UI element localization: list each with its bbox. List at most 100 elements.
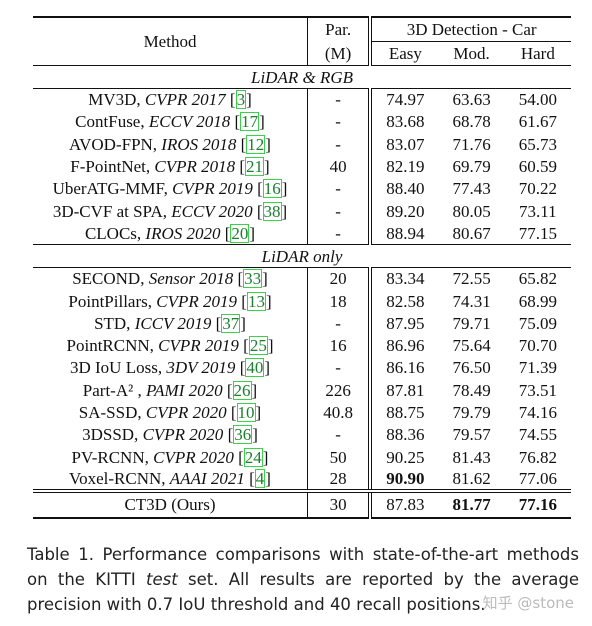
mod-cell: 81.62 — [438, 468, 505, 493]
method-cell: SECOND, Sensor 2018 [33] — [72, 269, 268, 289]
params-cell: 18 — [307, 289, 371, 313]
venue-name: ICCV 2019 — [134, 313, 212, 333]
mod-cell: 80.67 — [438, 222, 505, 246]
method-cell: Voxel-RCNN, AAAI 2021 [4] — [33, 468, 308, 493]
venue-name: IROS 2020 — [145, 223, 221, 243]
hard-header: Hard — [504, 41, 571, 66]
method-cell: F-PointNet, CVPR 2018 [21] — [70, 157, 270, 177]
method-name: STD, — [94, 313, 135, 333]
ours-mod-value-bold: 81.77 — [452, 495, 491, 515]
method-cell: SA-SSD, CVPR 2020 [10] — [78, 403, 262, 422]
table-row: ContFuse, ECCV 2018 [17] -83.68 68.78 61.67 — [33, 110, 571, 134]
easy-cell: 88.40 — [368, 177, 439, 200]
citation-ref: 4 — [254, 468, 266, 488]
citation-ref: 16 — [262, 179, 282, 199]
method-cell: ContFuse, ECCV 2018 [17] — [75, 112, 265, 132]
method-name: SA-SSD, — [78, 403, 146, 422]
easy-cell: 83.34 — [368, 267, 439, 290]
table-row: 3D-CVF at SPA, ECCV 2020 [38] -89.20 80.05… — [33, 199, 571, 223]
venue-name: CVPR 2020 — [153, 447, 234, 467]
mod-cell: 80.05 — [452, 201, 491, 221]
citation-ref: 38 — [262, 201, 282, 221]
method-name: Part-A² , — [82, 380, 146, 400]
citation-ref: 36 — [233, 425, 253, 445]
table-row: MV3D, CVPR 2017 [3] -74.97 63.63 54.00 — [33, 88, 571, 111]
easy-cell: 74.97 — [368, 88, 439, 111]
params-cell: 40 — [307, 155, 371, 178]
easy-cell: 86.96 — [368, 334, 439, 357]
hard-cell: 75.09 — [518, 313, 557, 333]
method-name: AVOD-FPN, — [69, 134, 162, 154]
method-cell: PointPillars, CVPR 2019 [13] — [68, 291, 272, 311]
table-row: F-PointNet, CVPR 2018 [21] 40 82.19 69.79 60… — [33, 155, 571, 178]
venue-name: IROS 2018 — [161, 134, 237, 154]
hard-cell: 54.00 — [518, 90, 557, 110]
header-row-1: Method Par. 3D Detection - Car — [33, 16, 571, 66]
easy-header: Easy — [368, 41, 439, 66]
easy-cell: 87.81 — [368, 379, 439, 402]
citation-ref: 37 — [221, 313, 241, 333]
ours-mod-cell: 81.77 — [438, 490, 505, 519]
citation-ref: 21 — [245, 157, 265, 177]
citation-ref: 13 — [246, 291, 266, 311]
method-name: MV3D, — [88, 90, 145, 110]
method-name: PV-RCNN, — [71, 447, 154, 467]
method-name: Voxel-RCNN, — [69, 468, 170, 488]
table-row: PointRCNN, CVPR 2019 [25] 16 86.96 75.64 70.… — [33, 334, 571, 357]
ours-hard-value-bold: 77.16 — [518, 495, 557, 515]
method-name: PointRCNN, — [66, 336, 159, 356]
hard-cell: 76.82 — [518, 447, 557, 467]
ours-easy-cell: 87.83 — [368, 490, 439, 519]
watermark: 知乎 @stone — [482, 594, 574, 612]
table-row: SECOND, Sensor 2018 [33] 20 83.34 72.55 65.8… — [33, 267, 571, 290]
easy-cell: 82.19 — [368, 155, 439, 178]
citation-ref: 25 — [248, 336, 268, 356]
easy-value-bold: 90.90 — [386, 468, 425, 488]
mod-cell: 77.43 — [452, 179, 491, 199]
table-row: 3DSSD, CVPR 2020 [36] -88.36 79.57 74.55 — [33, 423, 571, 446]
method-cell: 3D-CVF at SPA, ECCV 2020 [38] — [52, 201, 288, 221]
table-row: SA-SSD, CVPR 2020 [10] 40.8 88.75 79.79 74.1… — [33, 401, 571, 424]
method-name: 3D-CVF at SPA, — [52, 201, 172, 221]
venue-name: CVPR 2019 — [158, 336, 239, 356]
section-row: LiDAR & RGB — [33, 65, 571, 89]
citation-ref: 26 — [232, 380, 252, 400]
venue-name: CVPR 2020 — [145, 403, 227, 422]
mod-cell: 72.55 — [452, 269, 491, 289]
hard-cell: 70.70 — [518, 336, 557, 356]
hard-cell: 77.06 — [504, 468, 571, 493]
results-table-container: Method Par. 3D Detection - Car (M) Easy … — [33, 16, 571, 519]
table-row: 3D IoU Loss, 3DV 2019 [40] -86.16 76.50 71.… — [33, 356, 571, 380]
easy-cell: 90.90 — [368, 468, 439, 493]
table-caption: Table 1. Performance comparisons with st… — [27, 542, 579, 617]
hard-cell: 74.16 — [518, 403, 557, 422]
params-cell: - — [307, 133, 371, 156]
hard-cell: 68.99 — [518, 291, 557, 311]
ours-row: CT3D (Ours) 30 87.83 81.77 77.16 — [33, 490, 571, 519]
mod-cell: 63.63 — [452, 90, 491, 110]
venue-name: ECCV 2020 — [171, 201, 253, 221]
table-row: CLOCs, IROS 2020 [20] -88.94 80.67 77.15 — [33, 222, 571, 246]
mod-cell: 79.79 — [452, 403, 491, 422]
method-name: 3DSSD, — [82, 425, 143, 445]
method-name: ContFuse, — [75, 112, 149, 132]
method-name: 3D IoU Loss, — [69, 358, 167, 378]
venue-name: CVPR 2017 — [144, 90, 226, 110]
hard-cell: 73.51 — [518, 380, 557, 400]
mod-cell: 74.31 — [452, 291, 491, 311]
method-cell: 3DSSD, CVPR 2020 [36] — [82, 425, 258, 445]
table-row: STD, ICCV 2019 [37] -87.95 79.71 75.09 — [33, 312, 571, 335]
citation-ref: 10 — [236, 403, 256, 422]
venue-name: PAMI 2020 — [145, 380, 223, 400]
easy-cell: 89.20 — [368, 199, 439, 223]
ours-hard-cell: 77.16 — [504, 490, 571, 519]
params-cell: - — [307, 110, 371, 134]
caption-italic: test — [146, 570, 178, 589]
hard-cell: 77.15 — [504, 222, 571, 246]
easy-cell: 88.75 — [368, 401, 439, 424]
method-header: Method — [33, 16, 308, 66]
params-cell: - — [307, 177, 371, 200]
header-row-2: (M) Easy Mod. Hard — [33, 41, 571, 66]
hard-cell: 71.39 — [518, 358, 557, 378]
method-cell: PV-RCNN, CVPR 2020 [24] — [71, 447, 269, 467]
